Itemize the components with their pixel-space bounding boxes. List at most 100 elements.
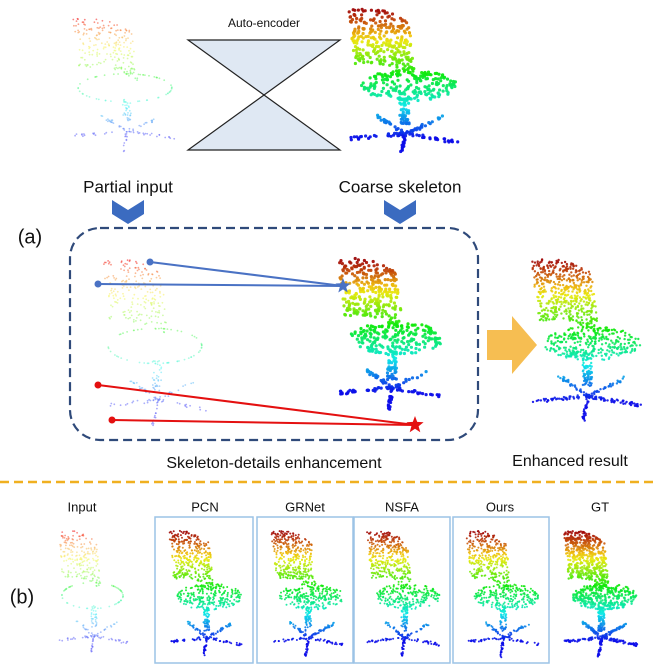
point — [93, 607, 95, 609]
point — [189, 575, 191, 577]
point — [540, 291, 542, 293]
point — [393, 316, 396, 319]
point — [181, 540, 183, 542]
point — [87, 551, 89, 553]
point — [582, 364, 584, 366]
point — [106, 626, 108, 628]
point — [587, 329, 589, 331]
point — [380, 90, 383, 93]
point — [619, 344, 621, 346]
point — [187, 621, 189, 623]
point — [305, 603, 307, 605]
point — [193, 557, 195, 559]
point — [59, 639, 61, 641]
point — [558, 278, 560, 280]
point — [393, 377, 396, 380]
point — [209, 601, 211, 603]
point — [96, 27, 98, 29]
point — [297, 546, 299, 548]
point — [302, 578, 304, 580]
point — [326, 588, 328, 590]
point — [546, 281, 548, 283]
point — [329, 588, 331, 590]
point — [173, 530, 175, 532]
point — [65, 576, 67, 578]
point — [392, 326, 395, 329]
point — [586, 314, 588, 316]
point — [580, 316, 582, 318]
point — [584, 383, 586, 385]
point — [381, 295, 384, 298]
point — [140, 125, 142, 127]
point — [595, 355, 597, 357]
point — [403, 93, 406, 96]
point — [404, 103, 407, 106]
point — [190, 383, 192, 385]
point — [215, 584, 217, 586]
point — [177, 402, 179, 404]
point — [122, 596, 124, 598]
point — [296, 573, 298, 575]
point — [390, 361, 393, 364]
point — [389, 294, 392, 297]
point — [193, 595, 195, 597]
point — [561, 262, 563, 264]
point — [348, 304, 351, 307]
point — [363, 336, 366, 339]
point — [100, 637, 102, 639]
point — [127, 37, 129, 39]
point — [146, 269, 148, 271]
point — [363, 267, 366, 270]
point — [106, 277, 108, 279]
point — [303, 563, 305, 565]
point — [222, 597, 224, 599]
point — [186, 553, 188, 555]
point — [209, 582, 211, 584]
point — [276, 556, 278, 558]
point — [229, 623, 231, 625]
point — [229, 600, 231, 602]
point — [144, 268, 146, 270]
point — [199, 638, 201, 640]
point — [540, 399, 542, 401]
point — [414, 351, 417, 354]
point — [577, 334, 579, 336]
point — [102, 20, 104, 22]
point — [183, 600, 185, 602]
point — [392, 275, 395, 278]
point — [575, 346, 577, 348]
point — [205, 573, 207, 575]
point — [279, 530, 281, 532]
point — [293, 576, 295, 578]
point — [183, 574, 185, 576]
point — [111, 638, 113, 640]
point — [389, 272, 392, 275]
point — [117, 39, 119, 41]
point — [314, 581, 316, 583]
point — [544, 273, 546, 275]
point — [438, 393, 441, 396]
point — [205, 410, 207, 412]
point — [188, 559, 190, 561]
point — [206, 593, 208, 595]
point — [559, 306, 561, 308]
point — [382, 50, 385, 53]
point — [158, 390, 160, 392]
point — [126, 359, 128, 361]
point — [71, 542, 73, 544]
point — [93, 636, 95, 638]
point — [207, 616, 209, 618]
point — [369, 56, 372, 59]
point — [210, 555, 212, 557]
point — [277, 547, 279, 549]
point — [580, 330, 582, 332]
point — [292, 559, 294, 561]
point — [182, 556, 184, 558]
point — [154, 415, 156, 417]
point — [87, 637, 89, 639]
point — [364, 35, 367, 38]
point — [152, 384, 154, 386]
point — [446, 93, 449, 96]
point — [587, 372, 589, 374]
point — [357, 258, 360, 261]
